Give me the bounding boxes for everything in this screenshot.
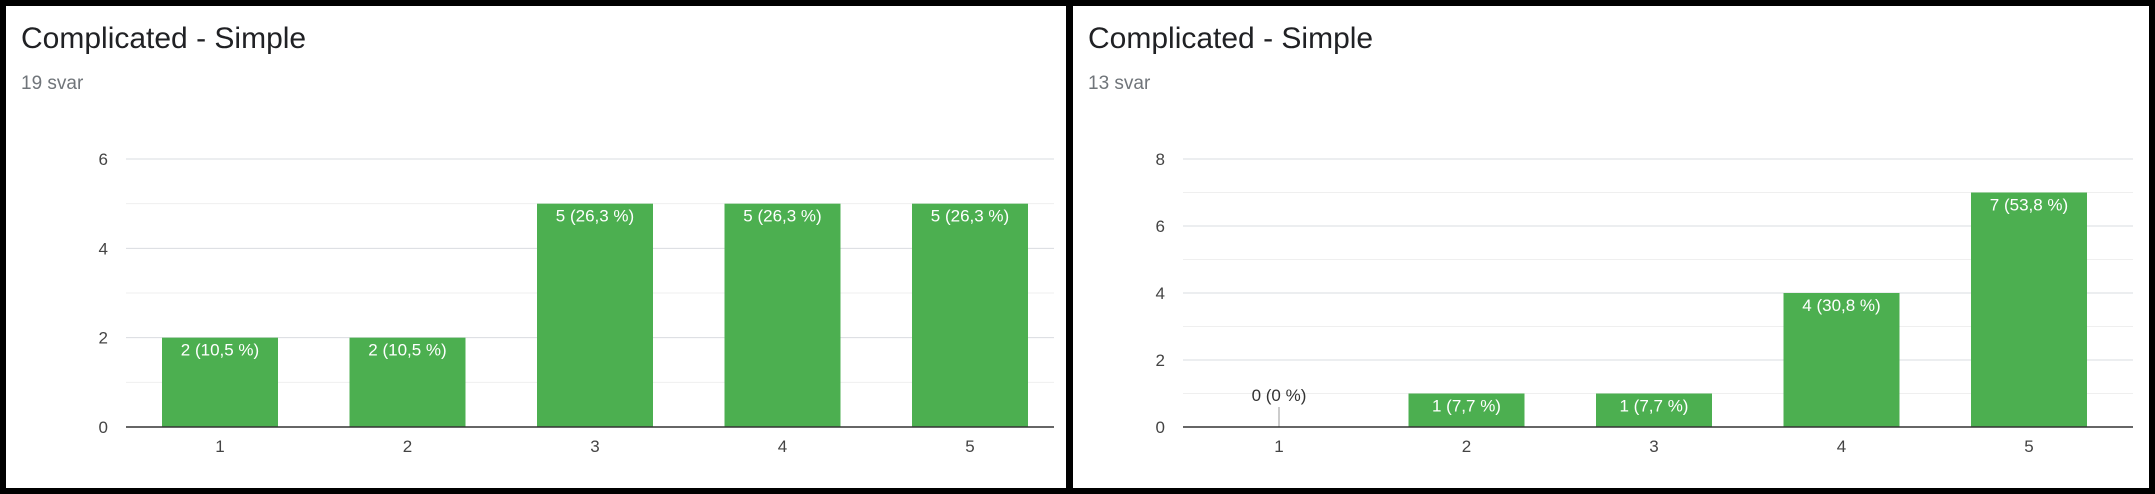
bar-data-label: 1 (7,7 %) (1620, 397, 1689, 416)
bar (1408, 393, 1525, 427)
x-tick-label: 3 (1649, 437, 1658, 456)
y-tick-label: 4 (1156, 284, 1165, 303)
chart-panel-left: Complicated - Simple 19 svar 0 2 4 6 2 (10,5… (6, 6, 1066, 488)
bar (912, 203, 1028, 427)
bar (537, 203, 653, 427)
y-tick-label: 2 (99, 329, 108, 348)
bar (724, 203, 841, 427)
bar-chart: 0 2 4 6 8 0 (0 %) 1 1 (7,7 %) 2 1 (7,7 %) 3 4 (30,8… (1156, 150, 2133, 456)
chart-panel-right: Complicated - Simple 13 svar 0 2 4 6 8 0 (0 %… (1073, 6, 2149, 488)
bar (162, 337, 278, 427)
bar (349, 337, 466, 427)
bar-data-label: 4 (30,8 %) (1802, 296, 1880, 315)
y-tick-label: 4 (99, 239, 108, 258)
bar (1596, 393, 1712, 427)
y-tick-label: 8 (1156, 150, 1165, 169)
bar-data-label: 1 (7,7 %) (1432, 397, 1501, 416)
x-tick-label: 2 (1462, 437, 1471, 456)
x-tick-label: 5 (2024, 437, 2033, 456)
x-tick-label: 1 (1274, 437, 1283, 456)
bar-data-label: 5 (26,3 %) (556, 207, 634, 226)
bar-data-label: 0 (0 %) (1252, 386, 1307, 405)
y-tick-label: 6 (1156, 217, 1165, 236)
x-tick-label: 5 (965, 437, 974, 456)
bar-data-label: 2 (10,5 %) (181, 341, 259, 360)
y-tick-label: 0 (99, 418, 108, 437)
y-tick-label: 6 (99, 150, 108, 169)
chart-title: Complicated - Simple (1088, 22, 1374, 55)
x-tick-label: 4 (778, 437, 787, 456)
chart-title: Complicated - Simple (21, 22, 307, 55)
bar (1783, 293, 1900, 427)
y-tick-label: 2 (1156, 351, 1165, 370)
bar-data-label: 2 (10,5 %) (368, 341, 446, 360)
bar-data-label: 5 (26,3 %) (743, 207, 821, 226)
bar (1971, 192, 2087, 427)
x-tick-label: 3 (590, 437, 599, 456)
x-tick-label: 4 (1837, 437, 1846, 456)
bar-data-label: 5 (26,3 %) (931, 207, 1009, 226)
bar-data-label: 7 (53,8 %) (1990, 196, 2068, 215)
bar-chart: 0 2 4 6 2 (10,5 %) 1 2 (10,5 %) 2 5 (26,3 %) 3 5 (… (99, 150, 1054, 456)
response-count: 13 svar (1088, 73, 1151, 94)
y-tick-label: 0 (1156, 418, 1165, 437)
response-count: 19 svar (21, 73, 84, 94)
x-tick-label: 2 (403, 437, 412, 456)
x-tick-label: 1 (215, 437, 224, 456)
